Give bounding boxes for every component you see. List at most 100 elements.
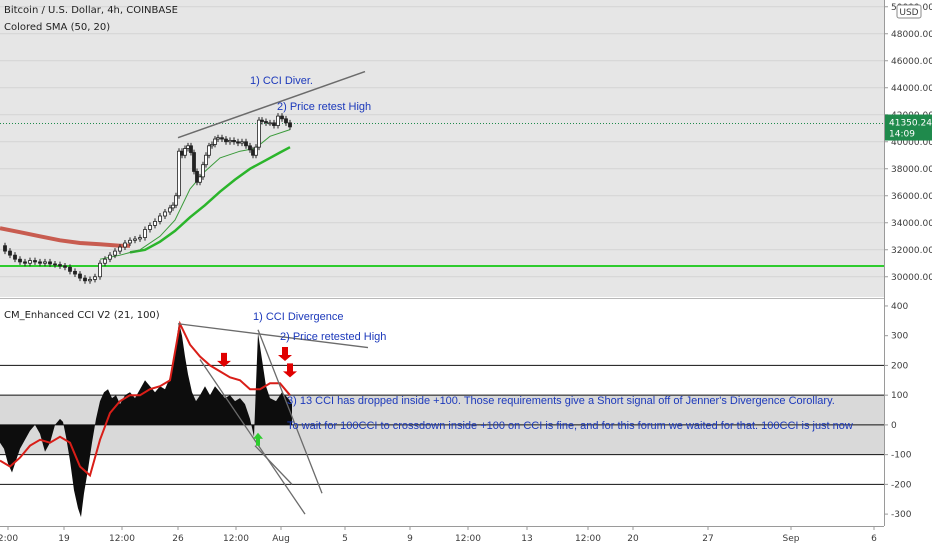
cci-tick-label: -200 — [891, 480, 912, 490]
candle-body — [83, 277, 87, 282]
time-tick-label: 13 — [521, 534, 532, 544]
candle-body — [177, 150, 181, 197]
candle-body — [186, 145, 190, 149]
time-tick-label: 6 — [871, 534, 877, 544]
sma-red-ribbon — [0, 226, 130, 248]
candle-body — [244, 141, 248, 147]
symbol-title[interactable]: Bitcoin / U.S. Dollar, 4h, COINBASE — [4, 5, 178, 16]
candle-body — [207, 145, 211, 156]
cci-tick-label: 0 — [891, 421, 897, 431]
candle-body — [220, 137, 224, 140]
candle-body — [213, 138, 217, 145]
candle-body — [148, 225, 152, 230]
price-tick-label: 44000.00 — [891, 84, 932, 94]
price-tick-label: 30000.00 — [891, 273, 932, 283]
candle-body — [189, 145, 193, 153]
candle-body — [284, 118, 288, 124]
time-tick-label: Aug — [272, 534, 290, 544]
cci-trendline-diag-1 — [199, 359, 306, 515]
candle-body — [98, 262, 102, 278]
candle-body — [236, 141, 240, 144]
candle-body — [123, 242, 127, 248]
candle-body — [228, 139, 232, 143]
currency-badge[interactable]: USD — [896, 4, 922, 19]
price-tick-label: 34000.00 — [891, 219, 932, 229]
candle-body — [138, 237, 142, 240]
candle-body — [171, 204, 175, 209]
sell-arrow-2 — [278, 346, 292, 361]
bar-countdown: 14:09 — [889, 130, 915, 140]
cci-marks — [0, 320, 369, 518]
candle-body — [128, 239, 132, 244]
price-tick-label: 38000.00 — [891, 165, 932, 175]
time-tick-label: 2:00 — [0, 534, 18, 544]
candle-body — [143, 229, 147, 238]
candle-body — [133, 238, 137, 241]
candle-body — [113, 250, 117, 256]
candle-body — [251, 149, 255, 156]
time-tick-label: 9 — [407, 534, 413, 544]
time-tick-label: 5 — [342, 534, 348, 544]
time-tick-label: 20 — [627, 534, 639, 544]
candle-body — [78, 273, 82, 279]
candle-body — [248, 145, 252, 151]
candle-body — [198, 176, 202, 183]
candle-body — [257, 119, 261, 148]
candle-body — [204, 154, 208, 166]
time-axis[interactable]: 2:00 19 12:00 26 12:00 Aug 5 9 12:00 13 12:00 20 27 S… — [0, 526, 877, 544]
note-price-retest[interactable]: 2) Price retest High — [277, 101, 371, 113]
time-tick-label: 26 — [172, 534, 184, 544]
time-tick-label: 12:00 — [455, 534, 481, 544]
cci-trendline-top — [177, 323, 369, 349]
price-tick-label: 48000.00 — [891, 30, 932, 40]
cci-tick-label: 400 — [891, 302, 908, 312]
candle-body — [53, 263, 57, 266]
candle-body — [180, 150, 184, 156]
candle-body — [280, 115, 284, 120]
time-tick-label: 27 — [702, 534, 713, 544]
candle-body — [28, 260, 32, 264]
candle-body — [38, 261, 42, 264]
time-tick-label: Sep — [783, 534, 800, 544]
candle-body — [43, 261, 47, 264]
cci-trendline-diag-2 — [257, 329, 323, 494]
sma-slow-line — [129, 146, 291, 254]
candle-body — [240, 141, 244, 144]
candle-body — [254, 146, 258, 156]
candle-body — [232, 139, 236, 143]
time-tick-label: 12:00 — [109, 534, 135, 544]
candle-body — [288, 122, 292, 128]
sma-indicator-label[interactable]: Colored SMA (50, 20) — [4, 22, 110, 33]
cci-tick-label: 200 — [891, 361, 908, 371]
candle-body — [153, 220, 157, 226]
note-price-retested[interactable]: 2) Price retested High — [280, 331, 386, 343]
candle-body — [108, 254, 112, 260]
last-price-value: 41350.24 — [889, 119, 932, 129]
candle-body — [8, 250, 12, 256]
note-cci-divergence[interactable]: 1) CCI Divergence — [253, 311, 343, 323]
candle-body — [201, 164, 205, 178]
candle-body — [174, 195, 178, 206]
currency-badge-label: USD — [899, 8, 918, 18]
price-tick-label: 46000.00 — [891, 57, 932, 67]
candle-body — [224, 138, 228, 143]
sell-arrow-1 — [217, 352, 231, 367]
note-cci-diver[interactable]: 1) CCI Diver. — [250, 75, 313, 87]
note-wait-crossdown[interactable]: To wait for 100CCI to crossdown inside +… — [287, 420, 853, 432]
cci-axis[interactable]: -300 -200 -100 0 100 200 300 400 — [884, 302, 912, 520]
cci-indicator-label[interactable]: CM_Enhanced CCI V2 (21, 100) — [4, 310, 160, 321]
candle-body — [13, 254, 17, 260]
candle-body — [264, 121, 268, 124]
price-axis[interactable]: 30000.00 32000.00 34000.00 36000.00 38000.00… — [884, 3, 932, 283]
candle-body — [272, 122, 276, 126]
cci-histogram-fill — [0, 322, 292, 518]
price-tick-label: 32000.00 — [891, 246, 932, 256]
time-tick-label: 19 — [58, 534, 70, 544]
cci-tick-label: 300 — [891, 332, 908, 342]
candle-body — [93, 276, 97, 280]
candle-body — [183, 148, 187, 156]
price-marks — [0, 70, 884, 284]
candle-body — [48, 261, 52, 265]
note-short-signal[interactable]: 3) 13 CCI has dropped inside +100. Those… — [287, 395, 835, 407]
